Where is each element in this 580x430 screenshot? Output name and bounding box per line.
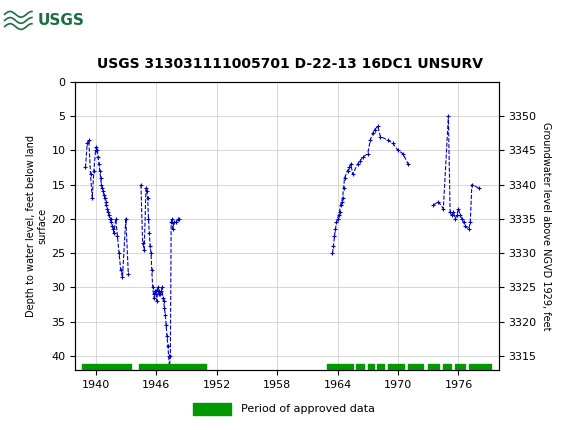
Text: USGS 313031111005701 D-22-13 16DC1 UNSURV: USGS 313031111005701 D-22-13 16DC1 UNSUR… [97, 57, 483, 71]
Y-axis label: Groundwater level above NGVD 1929, feet: Groundwater level above NGVD 1929, feet [541, 122, 551, 330]
Y-axis label: Depth to water level, feet below land
surface: Depth to water level, feet below land su… [26, 135, 48, 317]
Text: USGS: USGS [38, 13, 85, 28]
FancyBboxPatch shape [3, 3, 78, 37]
Text: Period of approved data: Period of approved data [241, 404, 375, 414]
